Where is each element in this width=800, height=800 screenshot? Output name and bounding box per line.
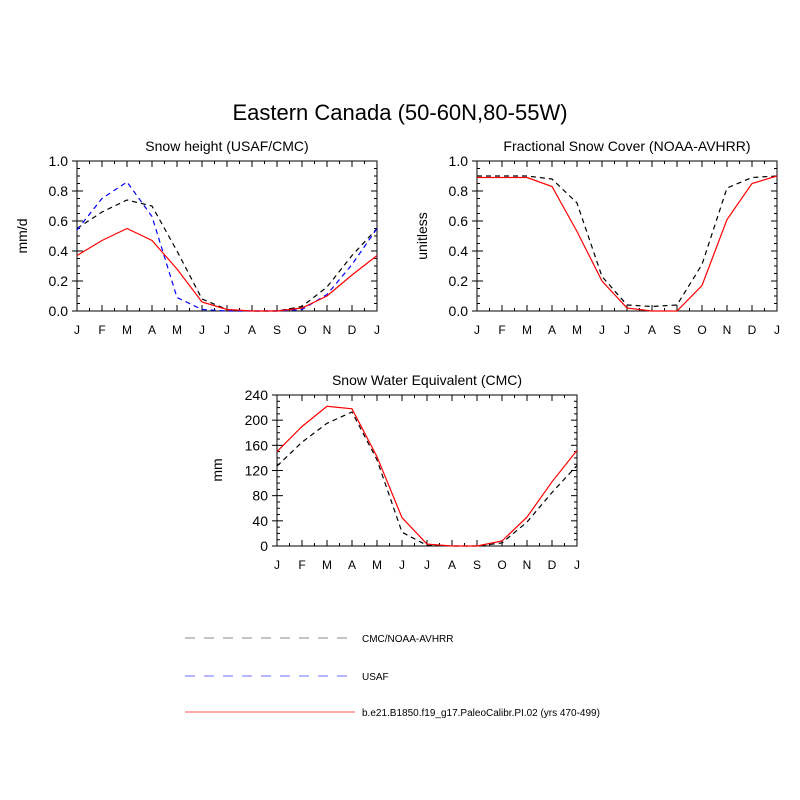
x-tick-label: N <box>323 323 332 337</box>
x-tick-label: J <box>474 323 480 337</box>
y-tick-label: 0.8 <box>449 183 469 199</box>
series-line-model <box>76 227 378 312</box>
x-tick-label: S <box>473 558 481 572</box>
x-tick-label: O <box>297 323 306 337</box>
y-tick-label: 40 <box>252 513 268 529</box>
x-tick-label: M <box>172 323 182 337</box>
x-tick-label: M <box>322 558 332 572</box>
y-tick-label: 1.0 <box>49 153 69 169</box>
chart-title: Fractional Snow Cover (NOAA-AVHRR) <box>503 138 750 154</box>
x-tick-label: J <box>274 558 280 572</box>
y-axis-label: mm/d <box>14 219 30 254</box>
y-tick-label: 120 <box>245 463 269 479</box>
x-tick-label: N <box>523 558 532 572</box>
chart-fractional-snow-cover: Fractional Snow Cover (NOAA-AVHRR) unitl… <box>414 138 780 337</box>
x-tick-label: A <box>248 323 256 337</box>
legend-entry: CMC/NOAA-AVHRR <box>185 634 453 645</box>
legend: CMC/NOAA-AVHRR USAF b.e21.B1850.f19_g17.… <box>185 634 600 719</box>
y-tick-label: 0.0 <box>449 303 469 319</box>
x-tick-label: J <box>424 558 430 572</box>
y-tick-label: 0.4 <box>449 243 469 259</box>
legend-label: USAF <box>362 672 389 683</box>
x-tick-label: A <box>548 323 556 337</box>
x-tick-label: J <box>624 323 630 337</box>
x-tick-label: F <box>298 558 305 572</box>
y-tick-label: 0.2 <box>449 273 469 289</box>
x-tick-label: J <box>199 323 205 337</box>
y-tick-label: 0.4 <box>49 243 69 259</box>
y-axis-label: mm <box>209 458 225 481</box>
y-tick-label: 240 <box>245 387 269 403</box>
y-tick-label: 1.0 <box>449 153 469 169</box>
x-tick-label: J <box>224 323 230 337</box>
x-tick-label: J <box>774 323 780 337</box>
legend-entry: USAF <box>185 672 389 683</box>
x-tick-label: S <box>673 323 681 337</box>
x-tick-label: F <box>498 323 505 337</box>
series-line-model <box>477 175 778 312</box>
figure-title: Eastern Canada (50-60N,80-55W) <box>232 100 567 125</box>
series-line-cmc <box>76 199 378 312</box>
x-tick-label: A <box>448 558 456 572</box>
y-axis-label: unitless <box>414 212 430 259</box>
series-line-usaf <box>76 181 378 312</box>
x-tick-label: J <box>574 558 580 572</box>
chart-snow-height: Snow height (USAF/CMC) mm/d J F M A M J J A S O N D… <box>14 138 380 337</box>
y-tick-label: 0.6 <box>49 213 69 229</box>
y-tick-label: 0 <box>260 538 268 554</box>
x-tick-label: J <box>374 323 380 337</box>
x-tick-label: O <box>497 558 506 572</box>
plot-frame <box>476 160 778 312</box>
x-tick-label: S <box>273 323 281 337</box>
legend-label: CMC/NOAA-AVHRR <box>362 634 453 645</box>
x-tick-label: D <box>348 323 357 337</box>
x-tick-label: N <box>723 323 732 337</box>
series-line-cmc <box>276 411 578 547</box>
x-tick-label: D <box>548 558 557 572</box>
y-tick-label: 200 <box>245 412 269 428</box>
x-tick-label: M <box>122 323 132 337</box>
plot-frame <box>276 394 578 547</box>
y-tick-label: 160 <box>245 437 269 453</box>
y-tick-label: 0.2 <box>49 273 69 289</box>
x-tick-label: J <box>399 558 405 572</box>
y-tick-label: 80 <box>252 488 268 504</box>
x-tick-label: O <box>697 323 706 337</box>
y-tick-label: 0.6 <box>449 213 469 229</box>
x-tick-label: A <box>348 558 356 572</box>
x-tick-label: M <box>572 323 582 337</box>
x-tick-label: D <box>748 323 757 337</box>
chart-title: Snow Water Equivalent (CMC) <box>332 372 522 388</box>
x-tick-label: A <box>148 323 156 337</box>
legend-label: b.e21.B1850.f19_g17.PaleoCalibr.PI.02 (y… <box>362 708 600 719</box>
x-tick-label: M <box>522 323 532 337</box>
legend-entry: b.e21.B1850.f19_g17.PaleoCalibr.PI.02 (y… <box>185 708 600 719</box>
y-tick-label: 0.0 <box>49 303 69 319</box>
chart-snow-water-equivalent: Snow Water Equivalent (CMC) mm J F M A M J J A S… <box>209 372 580 572</box>
series-line-model <box>276 405 578 547</box>
x-tick-label: J <box>599 323 605 337</box>
series-line-cmc <box>477 175 778 308</box>
x-tick-label: M <box>372 558 382 572</box>
y-tick-label: 0.8 <box>49 183 69 199</box>
x-tick-label: J <box>74 323 80 337</box>
x-tick-label: F <box>98 323 105 337</box>
chart-title: Snow height (USAF/CMC) <box>145 138 308 154</box>
x-tick-label: A <box>648 323 656 337</box>
